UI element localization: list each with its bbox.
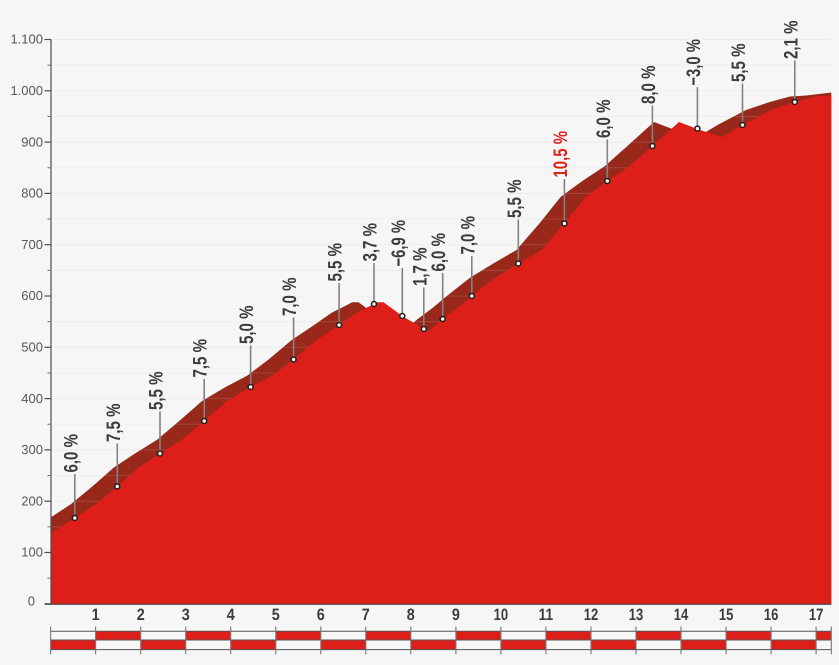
svg-text:7,5 %: 7,5 % xyxy=(103,404,125,443)
svg-text:400: 400 xyxy=(21,391,43,406)
svg-text:10,5 %: 10,5 % xyxy=(550,131,572,178)
svg-text:5,0 %: 5,0 % xyxy=(236,306,258,345)
svg-text:100: 100 xyxy=(21,545,43,560)
svg-text:8: 8 xyxy=(407,606,415,624)
svg-text:7,0 %: 7,0 % xyxy=(457,216,479,255)
svg-text:0: 0 xyxy=(28,594,35,609)
svg-text:700: 700 xyxy=(21,237,43,252)
svg-text:8,0 %: 8,0 % xyxy=(638,66,660,105)
svg-text:6,0 %: 6,0 % xyxy=(428,233,450,272)
svg-text:10: 10 xyxy=(494,606,509,624)
svg-text:600: 600 xyxy=(21,288,43,303)
svg-text:5: 5 xyxy=(272,606,280,624)
svg-text:7,5 %: 7,5 % xyxy=(190,339,212,378)
svg-text:12: 12 xyxy=(584,606,599,624)
svg-text:−3,0 %: −3,0 % xyxy=(683,39,705,86)
svg-text:6: 6 xyxy=(317,606,325,624)
svg-text:200: 200 xyxy=(21,493,43,508)
svg-text:2,1 %: 2,1 % xyxy=(780,21,802,60)
svg-text:800: 800 xyxy=(21,186,43,201)
svg-text:300: 300 xyxy=(21,442,43,457)
svg-text:7,0 %: 7,0 % xyxy=(279,278,301,317)
svg-text:13: 13 xyxy=(629,606,644,624)
svg-text:6,0 %: 6,0 % xyxy=(593,100,615,139)
svg-text:−6,9 %: −6,9 % xyxy=(388,220,410,267)
svg-text:9: 9 xyxy=(452,606,460,624)
svg-text:1.100: 1.100 xyxy=(10,32,43,47)
svg-text:17: 17 xyxy=(809,606,824,624)
svg-text:1.000: 1.000 xyxy=(10,83,43,98)
svg-text:4: 4 xyxy=(227,606,236,624)
svg-text:900: 900 xyxy=(21,134,43,149)
svg-text:15: 15 xyxy=(719,606,734,624)
svg-text:3: 3 xyxy=(182,606,190,624)
svg-text:11: 11 xyxy=(539,606,554,624)
svg-text:1: 1 xyxy=(92,606,100,624)
svg-text:7: 7 xyxy=(362,606,370,624)
svg-text:5,5 %: 5,5 % xyxy=(504,180,526,219)
svg-text:500: 500 xyxy=(21,340,43,355)
svg-text:5,5 %: 5,5 % xyxy=(728,44,750,83)
svg-text:14: 14 xyxy=(674,606,689,624)
svg-text:2: 2 xyxy=(137,606,145,624)
svg-text:1,7 %: 1,7 % xyxy=(409,248,431,287)
svg-text:3,7 %: 3,7 % xyxy=(360,223,382,262)
svg-text:6,0 %: 6,0 % xyxy=(60,434,82,473)
svg-text:5,5 %: 5,5 % xyxy=(146,372,168,411)
svg-text:16: 16 xyxy=(764,606,779,624)
svg-text:5,5 %: 5,5 % xyxy=(325,243,347,282)
